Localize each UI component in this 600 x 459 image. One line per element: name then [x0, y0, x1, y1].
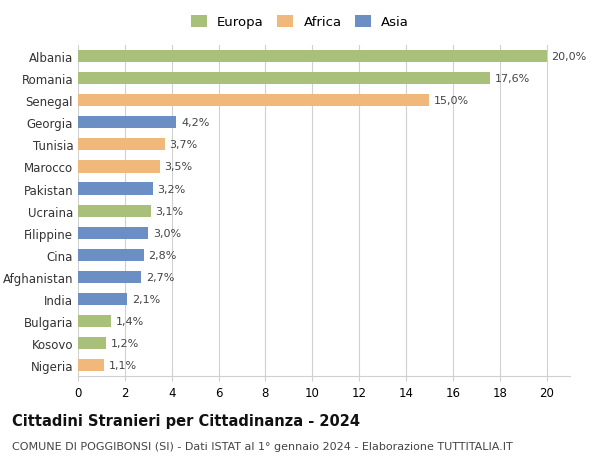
Text: 1,2%: 1,2%: [111, 338, 139, 348]
Bar: [78, 95, 430, 107]
Bar: [78, 51, 547, 63]
Text: 2,1%: 2,1%: [132, 294, 160, 304]
Bar: [78, 117, 176, 129]
Text: 20,0%: 20,0%: [551, 52, 587, 62]
Text: 2,8%: 2,8%: [148, 250, 176, 260]
Text: 1,4%: 1,4%: [115, 316, 144, 326]
Bar: [78, 271, 141, 283]
Bar: [78, 293, 127, 305]
Text: 2,7%: 2,7%: [146, 272, 175, 282]
Bar: [78, 73, 490, 85]
Text: 15,0%: 15,0%: [434, 96, 469, 106]
Bar: [78, 249, 143, 261]
Bar: [78, 139, 164, 151]
Legend: Europa, Africa, Asia: Europa, Africa, Asia: [191, 16, 409, 29]
Bar: [78, 227, 148, 239]
Bar: [78, 205, 151, 217]
Text: 3,2%: 3,2%: [158, 184, 186, 194]
Text: 1,1%: 1,1%: [109, 360, 137, 370]
Bar: [78, 183, 153, 195]
Bar: [78, 337, 106, 349]
Bar: [78, 315, 111, 327]
Text: 4,2%: 4,2%: [181, 118, 209, 128]
Bar: [78, 161, 160, 173]
Text: Cittadini Stranieri per Cittadinanza - 2024: Cittadini Stranieri per Cittadinanza - 2…: [12, 413, 360, 428]
Text: COMUNE DI POGGIBONSI (SI) - Dati ISTAT al 1° gennaio 2024 - Elaborazione TUTTITA: COMUNE DI POGGIBONSI (SI) - Dati ISTAT a…: [12, 441, 513, 451]
Text: 3,5%: 3,5%: [164, 162, 193, 172]
Text: 17,6%: 17,6%: [495, 74, 530, 84]
Text: 3,0%: 3,0%: [153, 228, 181, 238]
Text: 3,1%: 3,1%: [155, 206, 184, 216]
Text: 3,7%: 3,7%: [169, 140, 197, 150]
Bar: [78, 359, 104, 371]
